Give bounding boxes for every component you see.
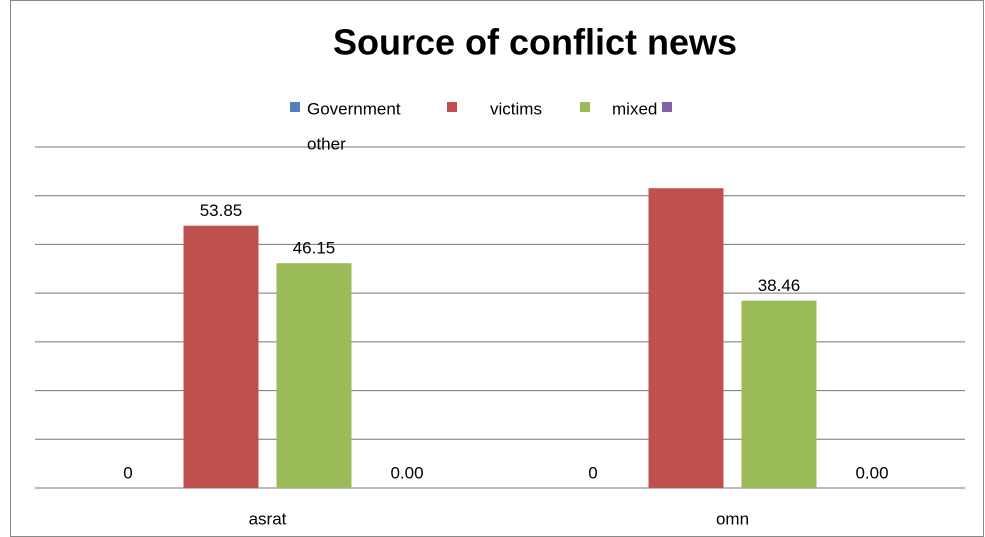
- data-label: 0.00: [855, 463, 888, 482]
- data-label: 0.00: [390, 463, 423, 482]
- bar: [276, 263, 352, 488]
- data-label: 0: [123, 463, 132, 482]
- chart-title: Source of conflict news: [333, 22, 737, 63]
- x-tick-label: omn: [716, 509, 749, 528]
- legend-swatch: [580, 102, 590, 112]
- data-label: 0: [588, 463, 597, 482]
- legend-label: other: [307, 134, 346, 153]
- bar: [183, 225, 259, 488]
- bar: [741, 300, 817, 488]
- chart-border: [10, 0, 984, 537]
- data-label: 38.46: [758, 276, 801, 295]
- legend-label: Government: [307, 99, 401, 118]
- data-label: 53.85: [200, 201, 243, 220]
- legend-label: victims: [490, 99, 542, 118]
- bar: [648, 188, 724, 488]
- x-tick-label: asrat: [249, 509, 287, 528]
- data-label: 46.15: [293, 239, 336, 258]
- legend-swatch: [662, 102, 672, 112]
- legend-swatch: [447, 102, 457, 112]
- legend-swatch: [290, 102, 300, 112]
- legend-label: mixed: [612, 99, 657, 118]
